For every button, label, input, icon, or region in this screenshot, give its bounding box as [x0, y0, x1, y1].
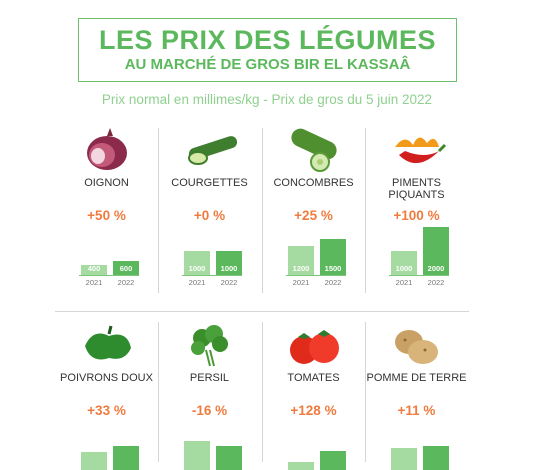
vegetable-name: COURGETTES	[171, 177, 248, 189]
zucchini-icon	[158, 125, 261, 175]
bar-value-label: 1500	[324, 264, 342, 273]
hot-pepper-icon	[365, 125, 468, 175]
bar-value-label: 600	[119, 264, 133, 273]
price-change-label: +33 %	[87, 403, 126, 418]
bar-2021	[288, 462, 314, 470]
year-label: 2021	[188, 278, 206, 287]
parsley-icon	[158, 320, 261, 370]
bar-2022: 1000	[216, 251, 242, 275]
grid-divider	[158, 128, 159, 293]
bar-value-label: 1000	[188, 264, 206, 273]
vegetable-name: PERSIL	[189, 372, 230, 384]
vegetable-name: TOMATES	[287, 372, 340, 384]
bar-2022	[216, 446, 242, 470]
year-label: 2021	[292, 278, 310, 287]
price-change-label: +25 %	[294, 208, 333, 223]
page-title: LES PRIX DES LÉGUMES	[98, 25, 437, 55]
price-change-label: +100 %	[393, 208, 440, 223]
price-note: Prix normal en millimes/kg - Prix de gro…	[101, 92, 433, 107]
bar-value-label: 1200	[292, 264, 310, 273]
vegetable-name: POMME DE TERRE	[366, 372, 467, 384]
price-change-label: +128 %	[290, 403, 337, 418]
bell-pepper-icon	[55, 320, 158, 370]
potato-icon	[365, 320, 468, 370]
year-label: 2021	[395, 278, 413, 287]
bar-2022	[113, 446, 139, 470]
price-change-label: -16 %	[191, 403, 228, 418]
bar-2021: 1000	[184, 251, 210, 275]
onion-icon	[55, 125, 158, 175]
bar-2021: 400	[81, 264, 107, 275]
title-box: LES PRIX DES LÉGUMES AU MARCHÉ DE GROS B…	[78, 18, 457, 82]
year-label: 2021	[85, 278, 103, 287]
bar-2022	[423, 446, 449, 470]
bar-2021: 1200	[288, 246, 314, 275]
vegetable-name: CONCOMBRES	[273, 177, 354, 189]
year-label: 2022	[117, 278, 135, 287]
bar-2022: 1500	[320, 239, 346, 275]
vegetable-name: PIMENTS PIQUANTS	[388, 177, 445, 201]
bar-axis	[182, 275, 242, 276]
vegetable-name: POIVRONS DOUX	[60, 372, 153, 384]
bar-value-label: 1000	[220, 264, 238, 273]
grid-divider	[262, 322, 263, 462]
price-change-label: +50 %	[87, 208, 126, 223]
bar-2022: 2000	[423, 227, 449, 275]
vegetable-name: OIGNON	[84, 177, 129, 189]
grid-divider	[158, 322, 159, 462]
price-change-label: +0 %	[193, 208, 226, 223]
bar-2021	[391, 448, 417, 470]
bar-value-label: 1000	[395, 264, 413, 273]
bar-axis	[286, 275, 346, 276]
price-change-label: +11 %	[397, 403, 436, 418]
bar-axis	[389, 275, 449, 276]
grid-divider	[365, 128, 366, 293]
grid-divider	[55, 311, 469, 312]
bar-value-label: 2000	[427, 264, 445, 273]
page-subtitle: AU MARCHÉ DE GROS BIR EL KASSAÂ	[124, 56, 411, 73]
bar-2021: 1000	[391, 251, 417, 275]
bar-value-label: 400	[87, 264, 101, 273]
cucumber-icon	[262, 125, 365, 175]
grid-divider	[365, 322, 366, 462]
tomato-icon	[262, 320, 365, 370]
year-label: 2022	[427, 278, 445, 287]
bar-2021	[81, 452, 107, 470]
year-label: 2022	[324, 278, 342, 287]
bar-axis	[79, 275, 139, 276]
grid-divider	[262, 128, 263, 293]
bar-2022	[320, 451, 346, 470]
year-label: 2022	[220, 278, 238, 287]
bar-2021	[184, 441, 210, 470]
bar-2022: 600	[113, 261, 139, 275]
